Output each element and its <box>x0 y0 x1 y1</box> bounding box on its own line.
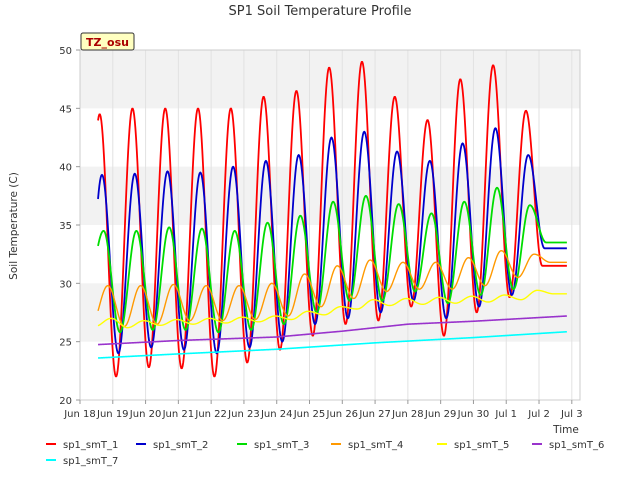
legend-label: sp1_smT_5 <box>454 440 509 451</box>
legend-entry-sp1-smT-5: sp1_smT_5 <box>437 440 509 451</box>
legend-entry-sp1-smT-1: sp1_smT_1 <box>46 440 118 451</box>
y-tick-label: 30 <box>59 279 72 290</box>
x-axis-label: Time <box>552 424 579 436</box>
legend-label: sp1_smT_4 <box>348 440 403 451</box>
series-line-sp1-smT-4 <box>97 249 567 328</box>
x-tick-label: Jun 20 <box>129 409 162 420</box>
site-label-background <box>80 32 135 51</box>
x-axis-ticks: Jun 18 Jun 19 Jun 20 Jun 21 Jun 22 Jun 23 Jun … <box>63 400 583 420</box>
x-tick-label: Jun 29 <box>424 409 457 420</box>
x-tick-label: Jun 19 <box>96 409 129 420</box>
y-axis-label: Soil Temperature (C) <box>8 172 20 280</box>
x-tick-label: Jun 18 <box>63 409 96 420</box>
x-tick-label: Jun 23 <box>227 409 260 420</box>
x-tick-label: Jul 1 <box>494 409 517 420</box>
x-tick-label: Jun 28 <box>391 409 424 420</box>
x-tick-label: Jul 2 <box>527 409 550 420</box>
legend-label: sp1_smT_3 <box>254 440 309 451</box>
x-tick-label: Jun 26 <box>326 409 359 420</box>
series-line-sp1-smT-1 <box>97 61 568 378</box>
series-line-sp1-smT-5 <box>97 289 567 329</box>
legend-entry-sp1-smT-3: sp1_smT_3 <box>237 440 309 451</box>
x-tick-label: Jun 22 <box>194 409 227 420</box>
legend: sp1_smT_1 sp1_smT_2 sp1_smT_3 sp1_smT_4 sp1_… <box>46 440 604 467</box>
legend-label: sp1_smT_1 <box>63 440 118 451</box>
chart-title: SP1 Soil Temperature Profile <box>229 4 412 19</box>
site-label-text: TZ_osu <box>86 36 129 49</box>
y-axis-ticks: 20 25 30 35 40 45 50 <box>59 46 80 407</box>
site-label-box: TZ_osu <box>80 32 135 51</box>
legend-entry-sp1-smT-7: sp1_smT_7 <box>46 456 118 467</box>
y-tick-label: 20 <box>59 396 72 407</box>
legend-label: sp1_smT_2 <box>153 440 208 451</box>
y-tick-label: 45 <box>59 104 72 115</box>
legend-entry-sp1-smT-2: sp1_smT_2 <box>136 440 208 451</box>
x-tick-label: Jun 27 <box>358 409 391 420</box>
x-tick-label: Jun 30 <box>457 409 490 420</box>
x-tick-label: Jun 25 <box>293 409 326 420</box>
series-lines <box>97 61 568 378</box>
x-tick-label: Jun 24 <box>260 409 293 420</box>
series-line-sp1-smT-3 <box>97 186 568 334</box>
series-line-sp1-smT-7 <box>97 330 568 359</box>
background-band <box>80 50 580 109</box>
legend-entry-sp1-smT-4: sp1_smT_4 <box>331 440 403 451</box>
legend-label: sp1_smT_6 <box>549 440 604 451</box>
legend-label: sp1_smT_7 <box>63 456 118 467</box>
y-tick-label: 25 <box>59 338 72 349</box>
y-tick-label: 50 <box>59 46 72 57</box>
y-tick-label: 40 <box>59 163 72 174</box>
series-line-sp1-smT-6 <box>97 315 568 346</box>
x-tick-label: Jul 3 <box>560 409 583 420</box>
legend-entry-sp1-smT-6: sp1_smT_6 <box>532 440 604 451</box>
x-tick-label: Jun 21 <box>162 409 195 420</box>
y-tick-label: 35 <box>59 221 72 232</box>
